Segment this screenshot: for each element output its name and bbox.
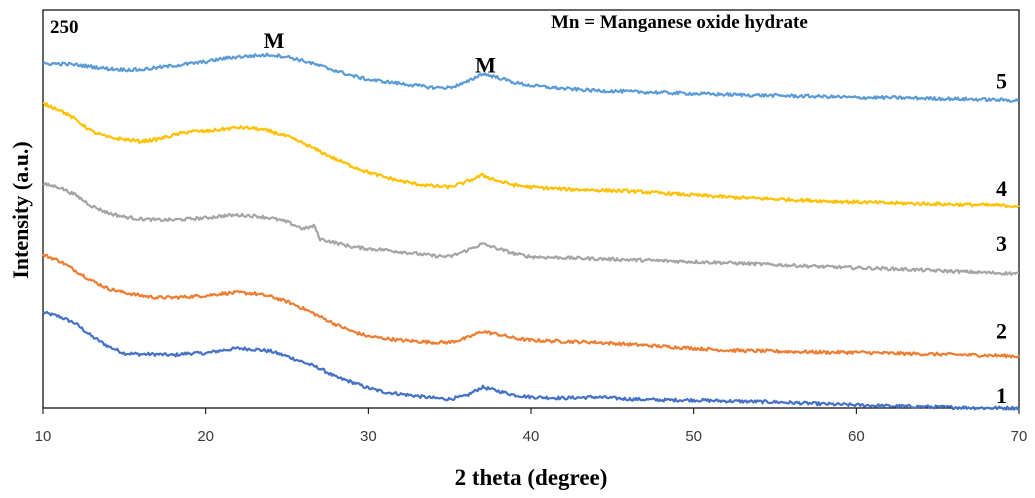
y-axis-title: Intensity (a.u.) — [8, 141, 33, 279]
series-label-1: 1 — [996, 383, 1007, 408]
x-tick-label: 30 — [360, 428, 377, 445]
series-line-1 — [42, 310, 1020, 411]
peak-label: M — [264, 28, 285, 53]
scale-label: 250 — [50, 17, 79, 38]
x-tick-label: 50 — [685, 428, 702, 445]
x-tick-label: 10 — [35, 428, 52, 445]
x-tick-label: 20 — [197, 428, 214, 445]
series-line-4 — [42, 101, 1020, 209]
series-line-3 — [42, 182, 1019, 276]
plot-frame — [42, 9, 1020, 409]
series-label-4: 4 — [996, 176, 1007, 201]
x-axis-title: 2 theta (degree) — [455, 465, 608, 490]
x-axis-ticks: 10 20 30 40 50 60 70 — [35, 408, 1028, 445]
series-label-2: 2 — [996, 318, 1007, 343]
peak-label: M — [475, 53, 496, 78]
label-layer: 1 2 3 4 5 M M — [264, 28, 1007, 408]
x-tick-label: 40 — [523, 428, 540, 445]
series-line-5 — [43, 52, 1020, 103]
x-tick-label: 60 — [848, 428, 865, 445]
series-label-5: 5 — [996, 69, 1007, 94]
series-layer — [42, 52, 1020, 411]
series-line-2 — [42, 253, 1020, 359]
legend-text: Mn = Manganese oxide hydrate — [551, 12, 808, 33]
x-tick-label: 70 — [1011, 428, 1028, 445]
series-label-3: 3 — [996, 231, 1007, 256]
